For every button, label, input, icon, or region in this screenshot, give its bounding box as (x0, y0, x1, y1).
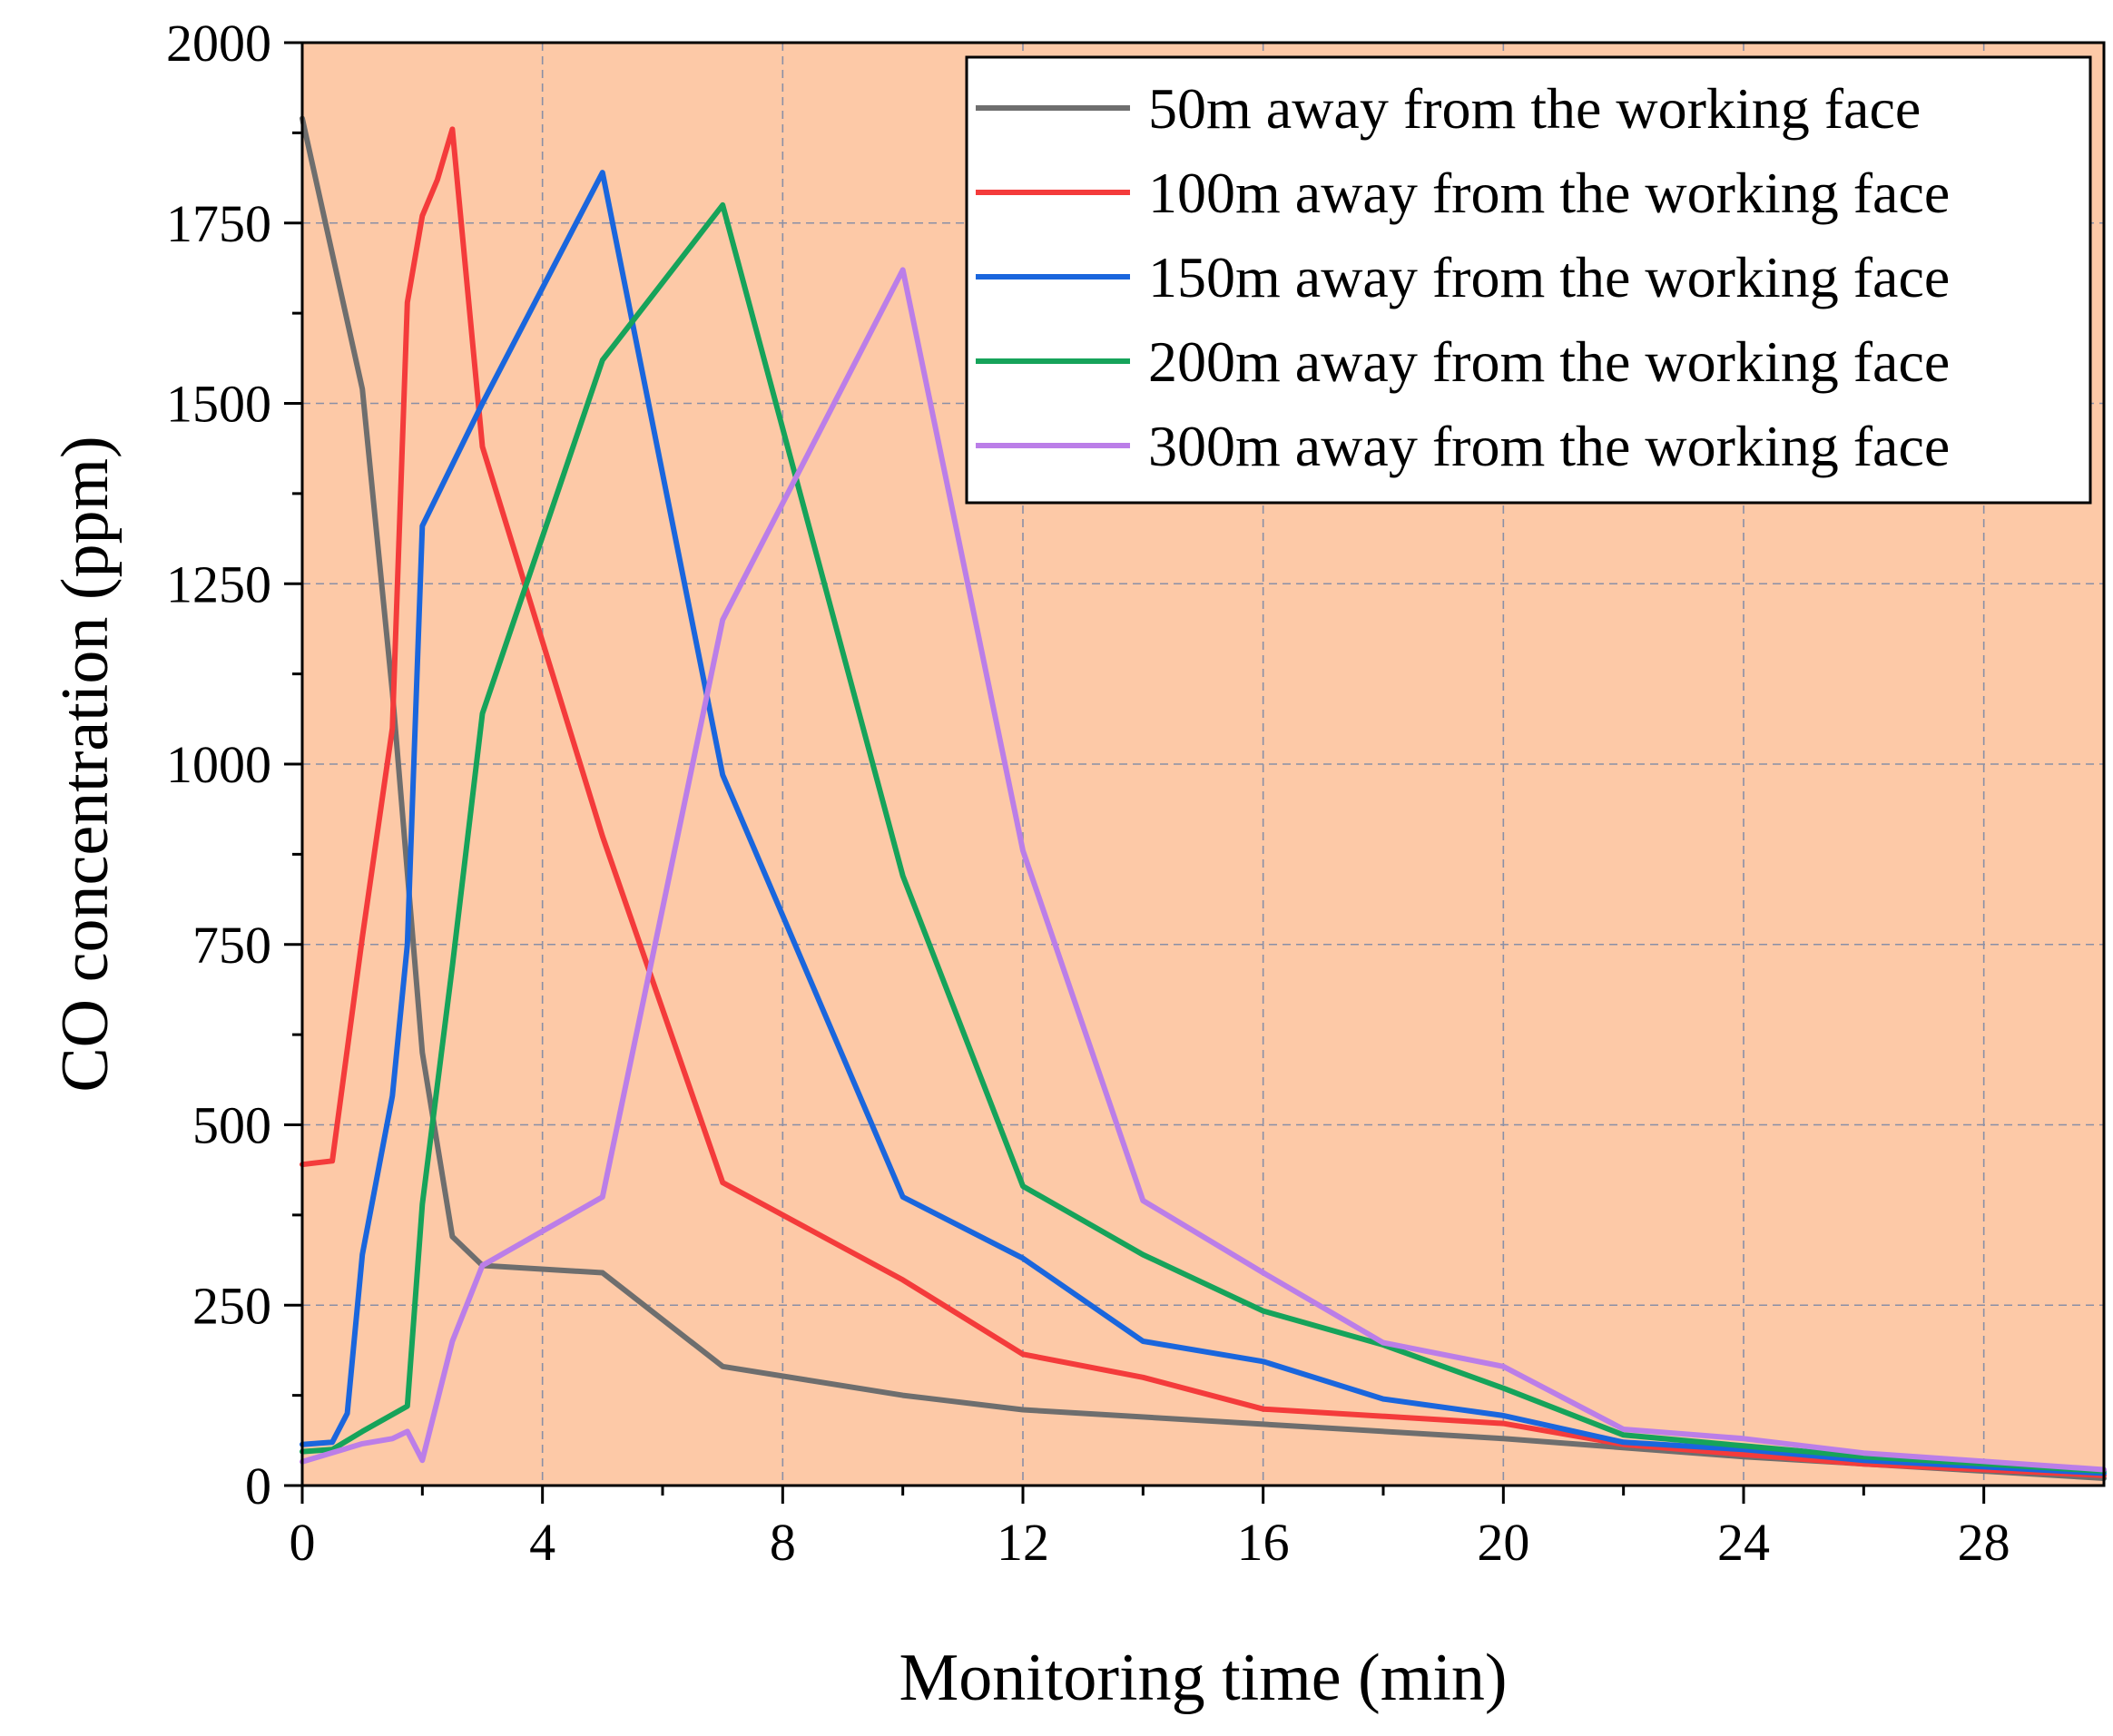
y-tick-label: 0 (245, 1456, 271, 1515)
x-axis-title: Monitoring time (min) (899, 1641, 1507, 1715)
x-tick-label: 20 (1477, 1513, 1529, 1572)
y-tick-label: 750 (192, 916, 271, 975)
x-tick-label: 12 (997, 1513, 1049, 1572)
legend-label-3: 150m away from the working face (1148, 245, 1950, 309)
y-axis-title: CO concentration (ppm) (48, 436, 123, 1092)
series-line-2 (300, 126, 2107, 1478)
axes: 0 4 8 12 16 20 24 28 0 250 500 750 1000 1250 1500 1750 2… (166, 14, 2010, 1572)
y-tick-label: 500 (192, 1096, 271, 1155)
y-tick-label: 2000 (166, 14, 271, 73)
y-tick-label: 1750 (166, 194, 271, 253)
x-tick-label: 24 (1717, 1513, 1770, 1572)
y-tick-label: 1500 (166, 375, 271, 434)
series-line-5 (300, 267, 2107, 1473)
legend-label-1: 50m away from the working face (1148, 76, 1921, 141)
y-tick-label: 1250 (166, 554, 271, 613)
legend-box (965, 55, 2092, 505)
legend-label-2: 100m away from the working face (1148, 161, 1950, 225)
legend-label-5: 300m away from the working face (1148, 414, 1950, 478)
series-line-1 (300, 115, 2107, 1481)
x-tick-label: 8 (770, 1513, 796, 1572)
x-tick-label: 28 (1958, 1513, 2010, 1572)
x-tick-label: 0 (290, 1513, 316, 1572)
series-layer (300, 115, 2107, 1481)
legend: 50m away from the working face 100m away … (965, 55, 2092, 505)
series-line-4 (300, 201, 2107, 1475)
y-tick-label: 1000 (166, 735, 271, 794)
x-tick-label: 4 (529, 1513, 555, 1572)
x-tick-label: 16 (1237, 1513, 1290, 1572)
series-line-3 (300, 170, 2107, 1476)
y-tick-label: 250 (192, 1276, 271, 1335)
legend-label-4: 200m away from the working face (1148, 329, 1950, 394)
